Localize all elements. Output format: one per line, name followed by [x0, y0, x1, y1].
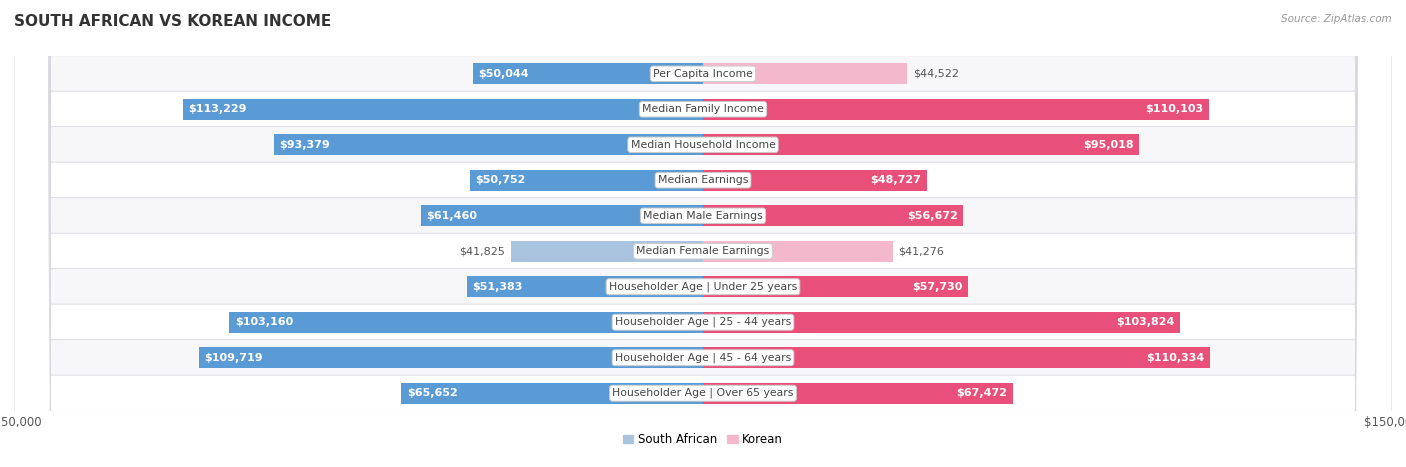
Text: Householder Age | Over 65 years: Householder Age | Over 65 years — [612, 388, 794, 398]
Bar — [703, 64, 907, 84]
Text: $103,160: $103,160 — [235, 317, 292, 327]
Bar — [510, 241, 703, 262]
Legend: South African, Korean: South African, Korean — [619, 429, 787, 451]
Bar — [703, 383, 1012, 403]
Text: $110,103: $110,103 — [1144, 104, 1204, 114]
Text: Householder Age | 45 - 64 years: Householder Age | 45 - 64 years — [614, 353, 792, 363]
Bar — [703, 134, 1139, 155]
Bar — [703, 205, 963, 226]
FancyBboxPatch shape — [14, 0, 1392, 467]
Text: Median Family Income: Median Family Income — [643, 104, 763, 114]
Text: $95,018: $95,018 — [1083, 140, 1133, 150]
FancyBboxPatch shape — [14, 0, 1392, 467]
Bar — [703, 347, 1209, 368]
Bar — [183, 99, 703, 120]
Text: $110,334: $110,334 — [1146, 353, 1205, 363]
Text: $103,824: $103,824 — [1116, 317, 1174, 327]
Text: Per Capita Income: Per Capita Income — [652, 69, 754, 79]
Bar — [470, 170, 703, 191]
Bar — [467, 276, 703, 297]
Bar — [200, 347, 703, 368]
FancyBboxPatch shape — [14, 0, 1392, 467]
Bar — [703, 241, 893, 262]
Bar — [703, 276, 969, 297]
Text: $50,044: $50,044 — [478, 69, 529, 79]
Text: Median Household Income: Median Household Income — [630, 140, 776, 150]
Bar — [703, 170, 927, 191]
Bar — [474, 64, 703, 84]
FancyBboxPatch shape — [14, 0, 1392, 467]
Text: Median Male Earnings: Median Male Earnings — [643, 211, 763, 221]
Text: $41,825: $41,825 — [460, 246, 505, 256]
FancyBboxPatch shape — [14, 0, 1392, 467]
Text: SOUTH AFRICAN VS KOREAN INCOME: SOUTH AFRICAN VS KOREAN INCOME — [14, 14, 332, 29]
Text: $56,672: $56,672 — [907, 211, 957, 221]
FancyBboxPatch shape — [14, 0, 1392, 467]
Text: Source: ZipAtlas.com: Source: ZipAtlas.com — [1281, 14, 1392, 24]
Bar — [402, 383, 703, 403]
Text: $67,472: $67,472 — [956, 388, 1007, 398]
Bar — [703, 99, 1209, 120]
Text: $61,460: $61,460 — [426, 211, 477, 221]
Text: $109,719: $109,719 — [205, 353, 263, 363]
FancyBboxPatch shape — [14, 0, 1392, 467]
Text: $65,652: $65,652 — [406, 388, 458, 398]
Text: $48,727: $48,727 — [870, 175, 921, 185]
Text: $44,522: $44,522 — [912, 69, 959, 79]
Text: Householder Age | Under 25 years: Householder Age | Under 25 years — [609, 282, 797, 292]
Bar — [703, 312, 1180, 333]
FancyBboxPatch shape — [14, 0, 1392, 467]
Text: $41,276: $41,276 — [898, 246, 943, 256]
Text: $50,752: $50,752 — [475, 175, 526, 185]
Bar — [274, 134, 703, 155]
Text: Householder Age | 25 - 44 years: Householder Age | 25 - 44 years — [614, 317, 792, 327]
Text: Median Female Earnings: Median Female Earnings — [637, 246, 769, 256]
FancyBboxPatch shape — [14, 0, 1392, 467]
FancyBboxPatch shape — [14, 0, 1392, 467]
Text: Median Earnings: Median Earnings — [658, 175, 748, 185]
Text: $57,730: $57,730 — [912, 282, 963, 292]
Text: $113,229: $113,229 — [188, 104, 247, 114]
Text: $93,379: $93,379 — [280, 140, 330, 150]
Bar — [229, 312, 703, 333]
Text: $51,383: $51,383 — [472, 282, 523, 292]
Bar — [420, 205, 703, 226]
